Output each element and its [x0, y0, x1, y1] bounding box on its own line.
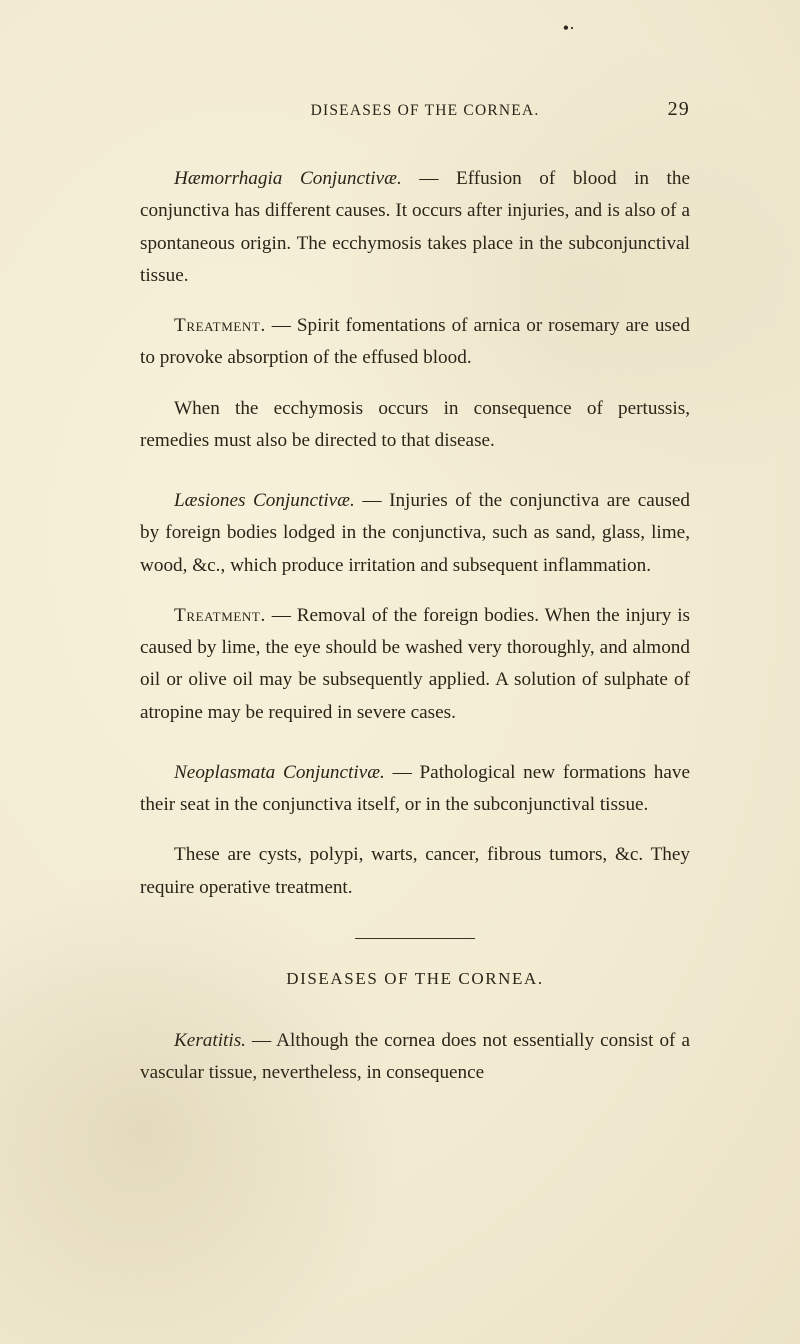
page-number: 29 [650, 98, 690, 121]
running-head: DISEASES OF THE CORNEA. 29 [140, 98, 690, 121]
paragraph-pertussis: When the ecchymosis occurs in consequenc… [140, 393, 690, 458]
paragraph-keratitis: Keratitis. — Although the cornea does no… [140, 1025, 690, 1090]
paragraph-laesiones: Læsiones Conjunctivæ. — Injuries of the … [140, 485, 690, 582]
term-laesiones: Læsiones Conjunctivæ. [174, 490, 355, 511]
term-haemorrhagia: Hæmorrhagia Conjunctivæ. [174, 168, 402, 189]
paragraph-haemorrhagia: Hæmorrhagia Conjunctivæ. — Effusion of b… [140, 163, 690, 292]
section-heading: DISEASES OF THE CORNEA. [140, 969, 690, 989]
text: When the ecchymosis occurs in consequenc… [140, 398, 690, 451]
text: These are cysts, polypi, warts, cancer, … [140, 844, 690, 897]
top-dot: •· [563, 18, 575, 39]
term-keratitis: Keratitis. [174, 1030, 246, 1051]
page: •· DISEASES OF THE CORNEA. 29 Hæmorrhagi… [0, 0, 800, 1344]
paragraph-treatment-1: Treatment. — Spirit fomentations of arni… [140, 310, 690, 375]
paragraph-neoplasmata: Neoplasmata Conjunctivæ. — Pathological … [140, 757, 690, 822]
term-neoplasmata: Neoplasmata Conjunctivæ. [174, 762, 385, 783]
paragraph-treatment-2: Treatment. — Removal of the foreign bodi… [140, 600, 690, 729]
paragraph-cysts: These are cysts, polypi, warts, cancer, … [140, 839, 690, 904]
running-title: DISEASES OF THE CORNEA. [140, 102, 650, 120]
lead-treatment-1: Treatment. [174, 315, 266, 336]
lead-treatment-2: Treatment. [174, 605, 266, 626]
section-divider [355, 938, 475, 939]
